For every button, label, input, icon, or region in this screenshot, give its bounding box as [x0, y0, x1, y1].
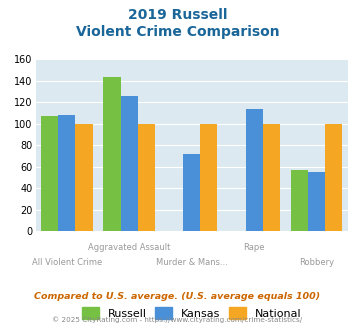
Legend: Russell, Kansas, National: Russell, Kansas, National — [76, 302, 307, 324]
Bar — [138, 124, 155, 231]
Text: Robbery: Robbery — [299, 258, 334, 267]
Bar — [325, 124, 343, 231]
Bar — [200, 124, 218, 231]
Text: © 2025 CityRating.com - https://www.cityrating.com/crime-statistics/: © 2025 CityRating.com - https://www.city… — [53, 317, 302, 323]
Text: 2019 Russell: 2019 Russell — [128, 8, 227, 22]
Text: Compared to U.S. average. (U.S. average equals 100): Compared to U.S. average. (U.S. average … — [34, 292, 321, 301]
Text: Aggravated Assault: Aggravated Assault — [88, 243, 170, 252]
Bar — [75, 124, 93, 231]
Bar — [121, 96, 138, 231]
Bar — [58, 115, 75, 231]
Text: Rape: Rape — [244, 243, 265, 252]
Text: All Violent Crime: All Violent Crime — [32, 258, 102, 267]
Bar — [183, 154, 200, 231]
Text: Murder & Mans...: Murder & Mans... — [156, 258, 228, 267]
Bar — [103, 77, 121, 231]
Bar — [246, 109, 263, 231]
Bar — [263, 124, 280, 231]
Bar — [41, 116, 58, 231]
Text: Violent Crime Comparison: Violent Crime Comparison — [76, 25, 279, 39]
Bar — [291, 170, 308, 231]
Bar — [308, 172, 325, 231]
